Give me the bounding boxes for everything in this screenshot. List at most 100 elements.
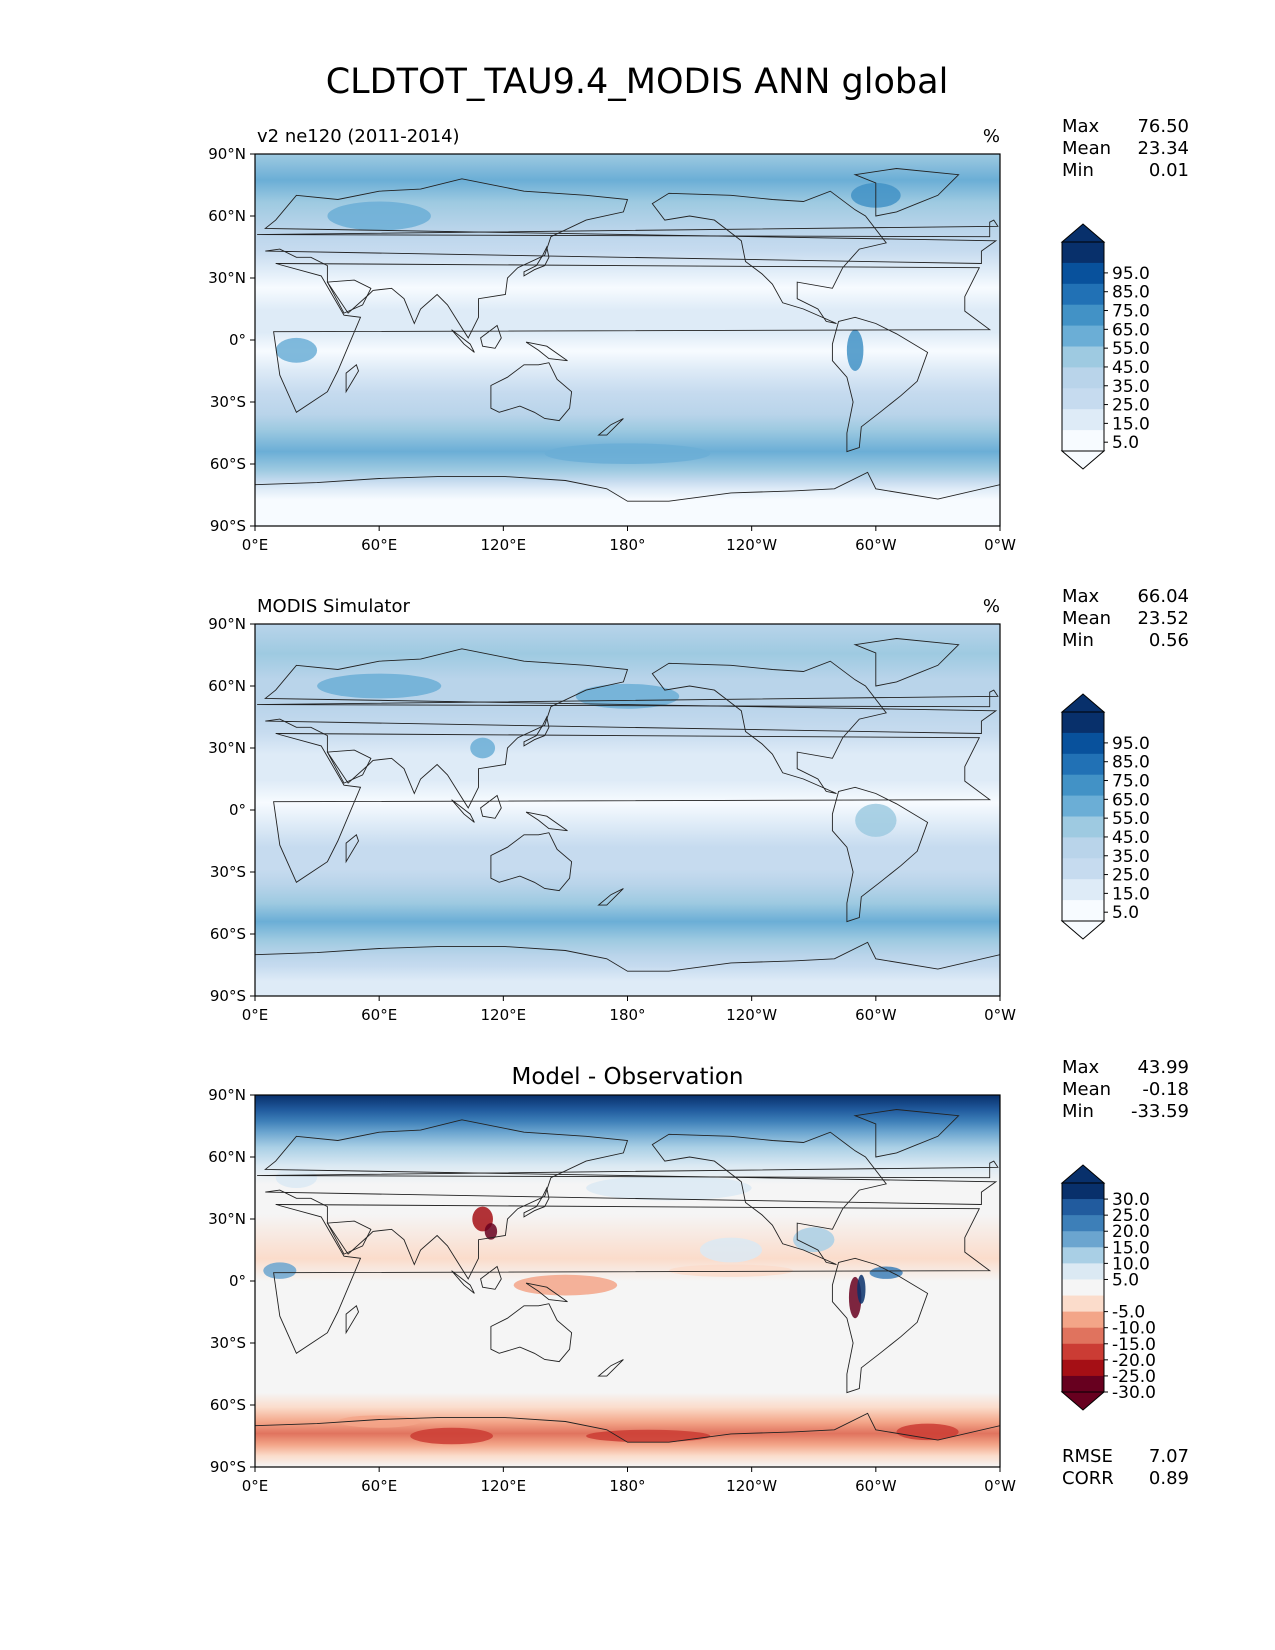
lat-label: 90°S [210, 987, 246, 1005]
coastline-madagascar [345, 834, 359, 864]
lat-label: 60°S [210, 1396, 246, 1414]
colorbar-frame [1061, 1182, 1105, 1393]
panel-diff: 90°N 60°N 30°N 0° 30°S 60°S 90°S0°E 60°E 120°E 18… [208, 1057, 1189, 1495]
colorbar-extend-bottom [1060, 450, 1106, 470]
lat-label: 0° [229, 1272, 246, 1290]
panel-test: 90°N 60°N 30°N 0° 30°S 60°S 90°S0°E 60°E 120°E 18… [208, 116, 1189, 554]
colorbar-tick-label: 55.0 [1112, 809, 1150, 829]
colorbar-segment [1062, 242, 1104, 264]
stat-value: -0.18 [1142, 1079, 1189, 1100]
coastline-sumatra [451, 799, 475, 823]
coastline-new-guinea [525, 811, 568, 832]
anomaly-blob [544, 443, 711, 464]
colorbar-tick-label: 15.0 [1112, 1238, 1150, 1258]
colorbar-segment [1062, 283, 1104, 306]
panel-left-title: v2 ne120 (2011-2014) [257, 126, 460, 147]
lat-label: 60°N [208, 677, 246, 695]
lon-label: 0°E [242, 1006, 269, 1024]
colorbar-segment [1062, 325, 1104, 347]
colorbar-tick-label: 85.0 [1112, 283, 1150, 303]
lon-label: 0°E [242, 536, 269, 554]
colorbar-tick-label: -25.0 [1112, 1367, 1156, 1387]
colorbar-extend-top [1060, 1164, 1106, 1184]
colorbar-tick-label: 55.0 [1112, 339, 1150, 359]
colorbar-tick-label: -30.0 [1112, 1383, 1156, 1403]
colorbar-tick-label: 45.0 [1112, 828, 1150, 848]
lon-label: 120°W [726, 1477, 777, 1495]
extra-stat-value: 7.07 [1149, 1446, 1189, 1467]
colorbar-tick-label: 25.0 [1112, 866, 1150, 886]
anomaly-blob [327, 201, 431, 231]
colorbar-segment [1062, 900, 1104, 922]
anomaly-blob [317, 673, 442, 699]
colorbar-tick-label: 5.0 [1112, 1270, 1139, 1290]
lat-label: 0° [229, 331, 246, 349]
anomaly-blob [855, 803, 897, 837]
lon-label: 60°W [855, 536, 897, 554]
coastline-uk [257, 1160, 999, 1179]
coastline-new-zealand [597, 418, 624, 436]
map-field-diff [255, 1095, 1000, 1467]
coastline-borneo [480, 1265, 502, 1290]
stat-label: Max [1062, 1057, 1100, 1078]
colorbar-segment [1062, 367, 1104, 389]
colorbar-segment [1062, 1279, 1104, 1297]
anomaly-blob [470, 737, 496, 759]
colorbar-tick-label: -10.0 [1112, 1319, 1156, 1339]
coastline-north-america [651, 1131, 887, 1265]
coastline-sumatra [451, 1270, 475, 1294]
colorbar-segment [1062, 753, 1104, 776]
coastline-south-america [831, 316, 929, 453]
colorbar-tick-label: 95.0 [1112, 264, 1150, 284]
coastline-new-guinea [525, 1282, 568, 1303]
lon-label: 180° [609, 536, 645, 554]
colorbar-tick-label: -20.0 [1112, 1351, 1156, 1371]
stat-value: -33.59 [1131, 1101, 1189, 1122]
lon-label: 120°W [726, 536, 777, 554]
anomaly-blob [699, 1237, 763, 1263]
coastline-antarctica [255, 471, 1000, 526]
coastline-uk [257, 689, 999, 708]
map-background [255, 1095, 1000, 1467]
coastline-north-america [651, 660, 887, 794]
colorbar-tick-label: 30.0 [1112, 1190, 1150, 1210]
coastline-africa [273, 263, 992, 413]
stat-label: Mean [1062, 138, 1111, 159]
coastline-africa [273, 733, 992, 883]
stat-value: 66.04 [1137, 586, 1189, 607]
lon-label: 60°E [361, 1006, 397, 1024]
anomaly-blob [410, 1427, 493, 1445]
colorbar-frame [1061, 241, 1105, 452]
coastline-australia [490, 362, 573, 422]
panel-ref: 90°N 60°N 30°N 0° 30°S 60°S 90°S0°E 60°E 120°E 18… [208, 586, 1189, 1024]
lat-label: 30°N [208, 1210, 246, 1228]
lon-label: 120°E [481, 1477, 527, 1495]
panel-center-title: Model - Observation [511, 1064, 743, 1090]
colorbar-segment [1062, 1375, 1104, 1393]
colorbar-tick-label: 95.0 [1112, 734, 1150, 754]
colorbar-segment [1062, 837, 1104, 859]
coastline-antarctica [255, 1412, 1000, 1467]
colorbar-segment [1062, 409, 1104, 431]
colorbar-segment [1062, 262, 1104, 285]
coastline-sumatra [451, 329, 475, 353]
colorbar-tick-label: 25.0 [1112, 396, 1150, 416]
lat-label: 90°S [210, 517, 246, 535]
anomaly-blob [869, 1266, 903, 1279]
extra-stat-value: 0.89 [1149, 1468, 1189, 1489]
colorbar-tick-label: -15.0 [1112, 1335, 1156, 1355]
colorbar-tick-label: 15.0 [1112, 414, 1150, 434]
colorbar-segment [1062, 879, 1104, 901]
lon-label: 180° [609, 1006, 645, 1024]
colorbar-segment [1062, 1231, 1104, 1248]
colorbar-tick-label: 35.0 [1112, 377, 1150, 397]
coastline-japan [523, 245, 550, 277]
colorbar-segment [1062, 1199, 1104, 1216]
coastline-south-america [831, 1257, 929, 1394]
coastline-greenland [853, 1109, 960, 1158]
lat-label: 90°N [208, 145, 246, 163]
coastline-africa [273, 1204, 992, 1354]
stat-value: 43.99 [1137, 1057, 1189, 1078]
anomaly-blob [513, 1274, 618, 1296]
lat-label: 90°N [208, 615, 246, 633]
